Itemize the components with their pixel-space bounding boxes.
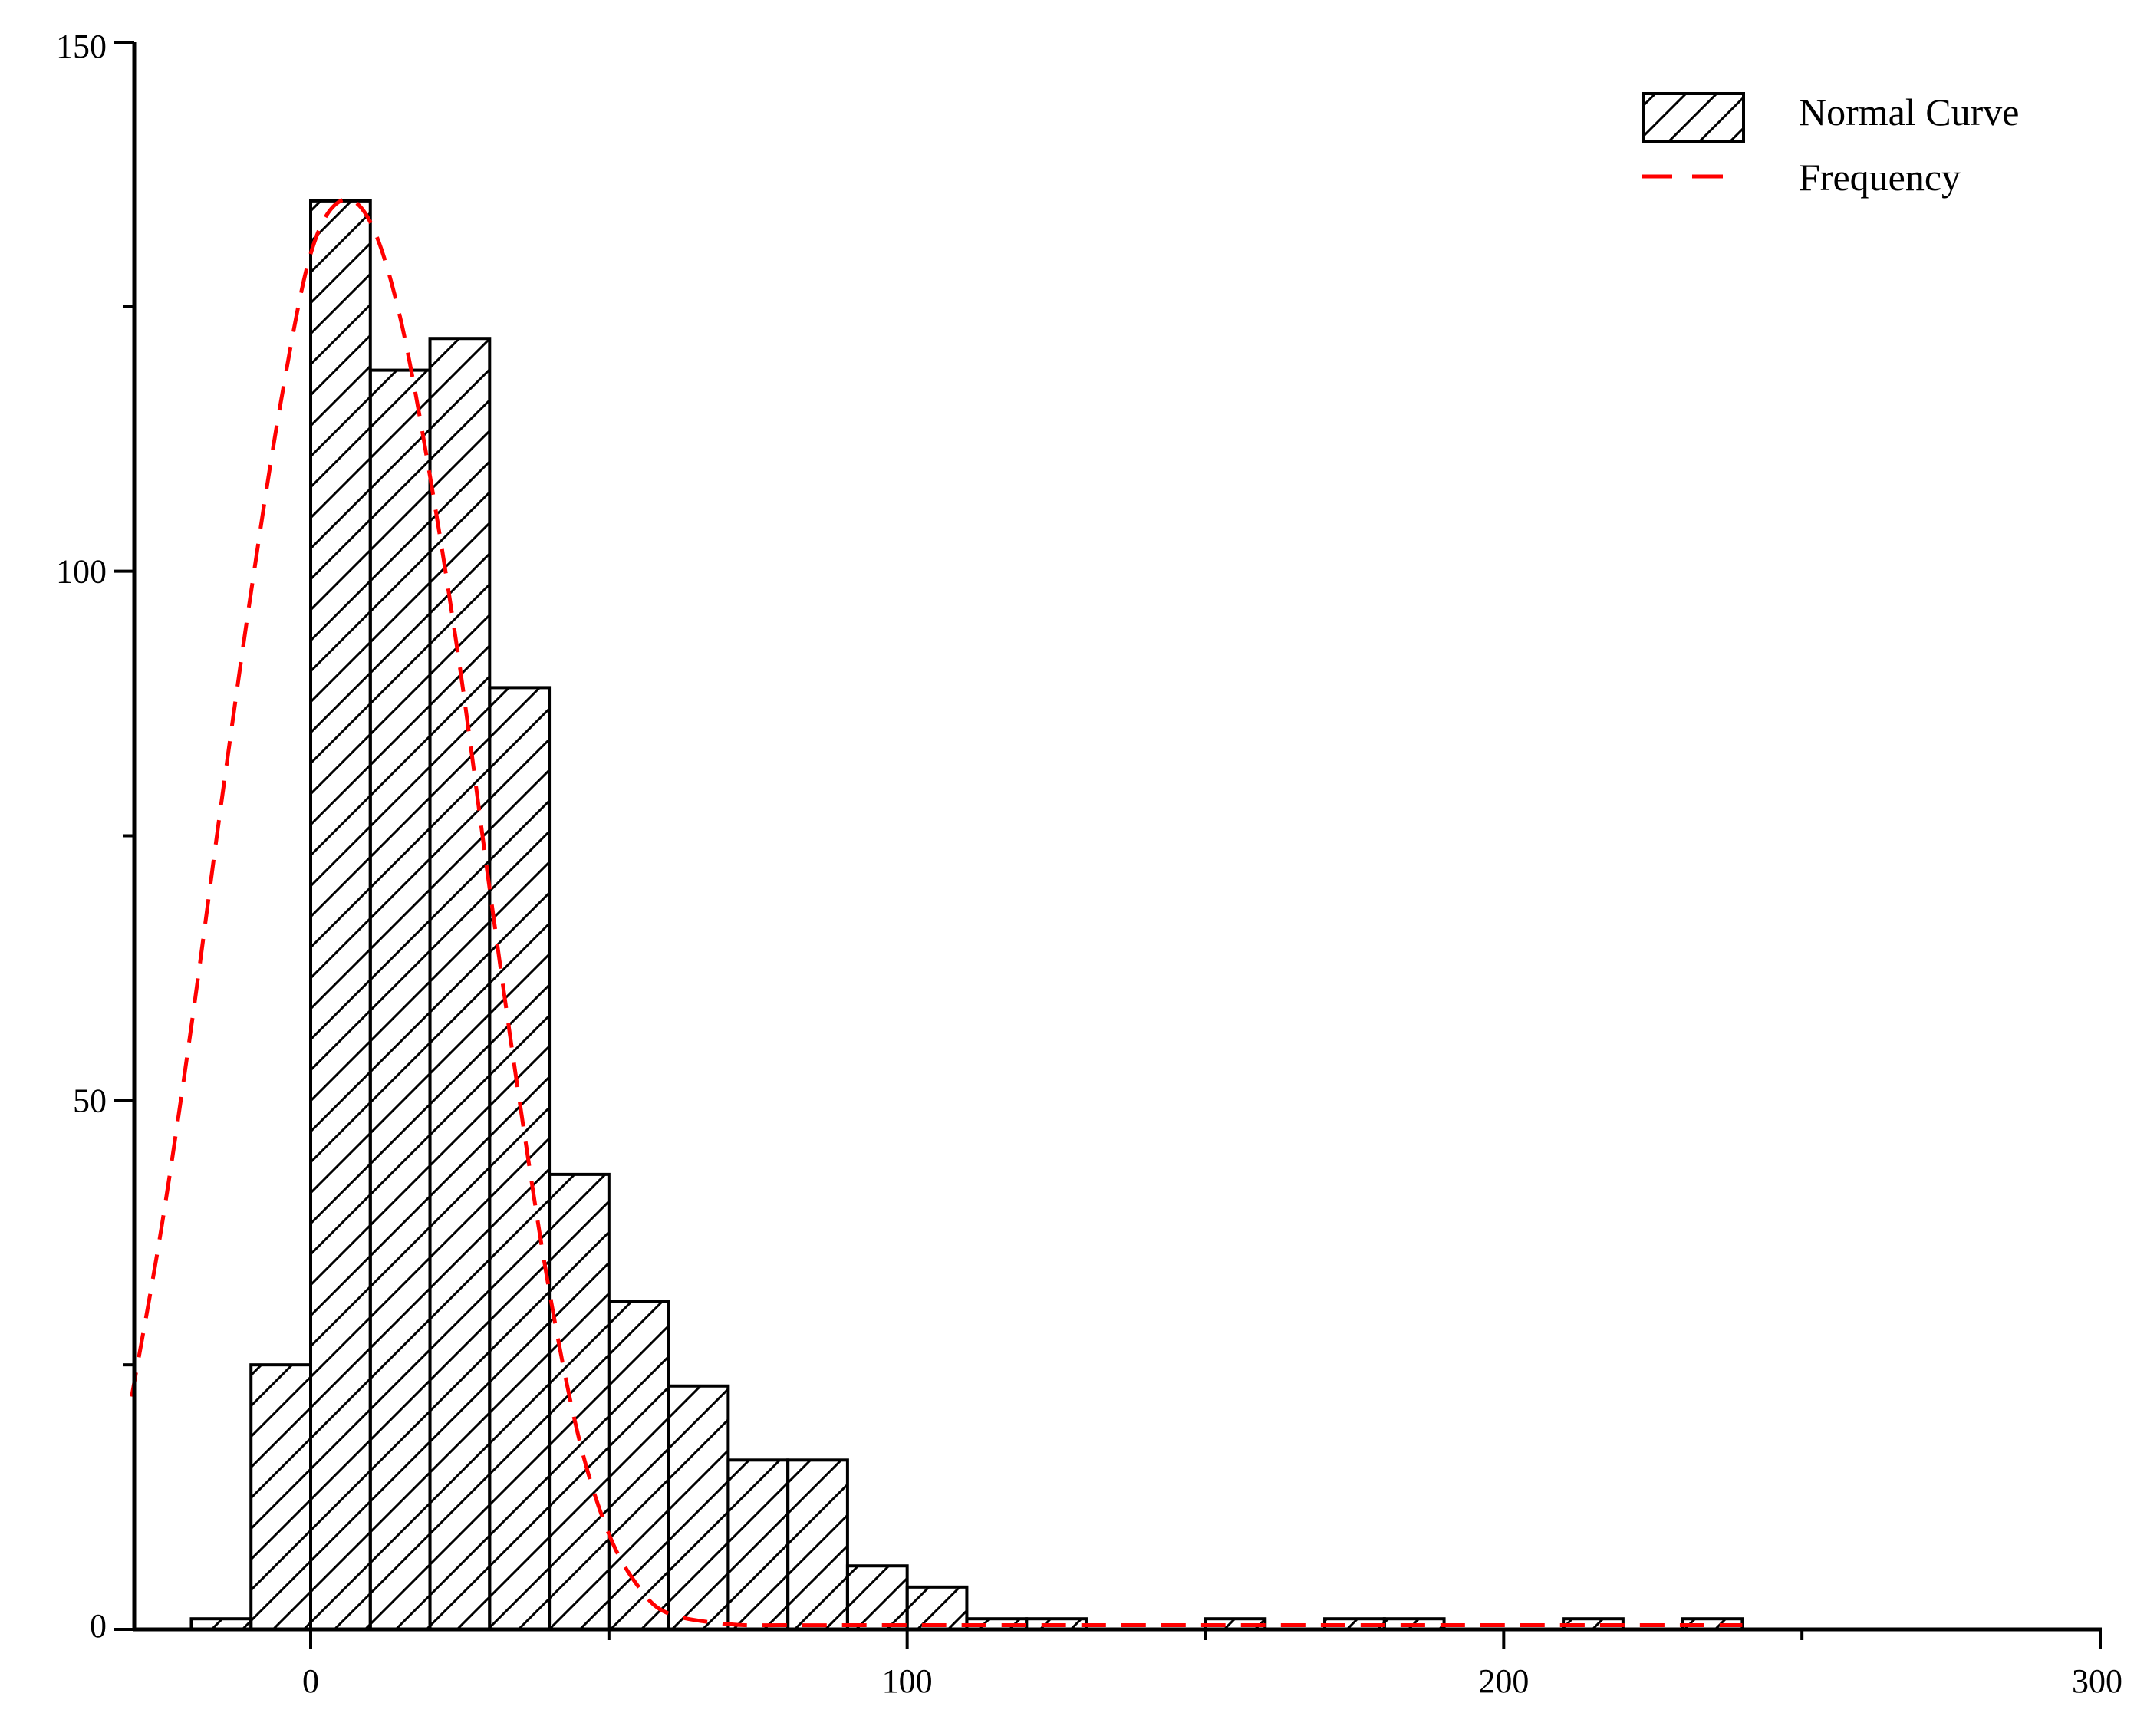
histogram-bar-3 [368,368,432,1631]
histogram-bar-11 [845,1564,909,1631]
x-tick-label-100: 100 [882,1662,933,1700]
histogram-bars [189,199,1744,1632]
histogram-bar-2 [309,199,372,1631]
histogram-bar-9 [726,1458,790,1631]
histogram-bar-12 [905,1585,969,1631]
x-tick-label-0: 0 [302,1662,319,1700]
y-tick-label-0: 0 [90,1607,107,1645]
histogram-bar-1 [249,1363,313,1631]
x-tick-label-300: 300 [2072,1662,2122,1700]
histogram-bar-6 [548,1172,611,1632]
frequency-curve [130,197,1743,1628]
x-tick-label-200: 200 [1478,1662,1529,1700]
histogram-bar-5 [488,686,552,1631]
y-tick-label-150: 150 [56,28,107,65]
legend-label-normal-curve: Normal Curve [1799,91,2019,133]
histogram-bar-10 [786,1458,849,1631]
y-tick-label-50: 50 [73,1082,107,1119]
y-axis-ticks: 0 50 100 150 [56,28,134,1645]
histogram-bar-7 [607,1300,670,1631]
legend-label-frequency: Frequency [1799,156,1961,199]
legend-swatch-normal-curve [1642,92,1745,143]
legend: Normal Curve Frequency [1642,91,2019,199]
y-tick-label-100: 100 [56,553,107,591]
histogram-bar-4 [428,337,492,1631]
x-axis-ticks: 0 100 200 300 [302,1629,2122,1700]
histogram-bar-8 [667,1384,730,1631]
